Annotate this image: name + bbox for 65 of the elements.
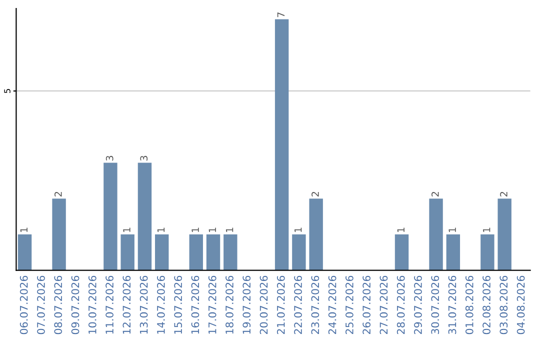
bar	[498, 198, 512, 270]
bar	[189, 234, 203, 270]
x-tick-label: 10.07.2026	[88, 276, 96, 334]
data-label: 1	[226, 228, 234, 232]
bar	[224, 234, 238, 270]
x-tick-label: 19.07.2026	[242, 276, 251, 334]
x-tick-label: 31.07.2026	[448, 276, 456, 334]
x-tick-label: 04.08.2026	[516, 276, 525, 334]
x-tick-label: 20.07.2026	[260, 276, 268, 334]
x-tick-label: 16.07.2026	[191, 276, 200, 334]
x-tick-label: 09.07.2026	[71, 276, 80, 334]
y-tick-label: 5	[4, 89, 10, 93]
bar	[18, 234, 32, 270]
bar	[138, 162, 152, 270]
x-tick-label: 07.07.2026	[37, 276, 45, 334]
x-tick-label: 30.07.2026	[431, 276, 440, 334]
bar	[309, 198, 323, 270]
x-tick-label: 01.08.2026	[465, 276, 474, 334]
x-tick-label: 12.07.2026	[122, 276, 131, 334]
bar	[394, 234, 409, 270]
x-tick-label: 24.07.2026	[328, 276, 336, 334]
bar	[155, 234, 169, 270]
data-label: 2	[500, 192, 508, 196]
data-label: 2	[432, 192, 439, 196]
data-label: 1	[208, 228, 216, 232]
bar	[480, 234, 494, 270]
x-tick-label: 22.07.2026	[294, 276, 302, 334]
x-tick-label: 11.07.2026	[106, 276, 114, 334]
x-tick-label: 28.07.2026	[396, 276, 405, 334]
bar	[429, 198, 443, 270]
bar	[104, 162, 118, 270]
data-label: 2	[312, 192, 319, 196]
x-tick-label: 21.07.2026	[276, 276, 285, 334]
data-label: 1	[448, 228, 456, 232]
x-tick-label: 25.07.2026	[345, 276, 354, 334]
bar	[120, 234, 134, 270]
x-tick-label: 23.07.2026	[311, 276, 320, 334]
x-tick-label: 26.07.2026	[362, 276, 371, 334]
bar	[52, 198, 66, 270]
x-tick-label: 13.07.2026	[140, 276, 148, 334]
x-tick-label: 29.07.2026	[414, 276, 422, 334]
bar	[274, 19, 289, 270]
x-tick-label: 06.07.2026	[20, 276, 28, 334]
bar	[446, 234, 460, 270]
data-label: 2	[54, 192, 62, 196]
x-tick-label: 27.07.2026	[380, 276, 388, 334]
x-tick-label: 17.07.2026	[208, 276, 216, 334]
x-tick-label: 03.08.2026	[500, 276, 508, 334]
x-tick-label: 08.07.2026	[54, 276, 62, 334]
data-label: 1	[157, 228, 165, 232]
data-label: 1	[294, 228, 302, 232]
x-tick-label: 14.07.2026	[157, 276, 165, 334]
bar	[206, 234, 220, 270]
data-label: 3	[140, 156, 148, 161]
data-label: 1	[123, 228, 130, 232]
data-label: 3	[106, 156, 114, 161]
bar	[292, 234, 306, 270]
data-label: 7	[277, 12, 284, 18]
x-tick-label: 02.08.2026	[482, 276, 490, 334]
data-label: 1	[397, 228, 404, 232]
data-label: 1	[483, 228, 490, 232]
data-label: 1	[192, 228, 199, 232]
data-label: 1	[20, 228, 28, 232]
x-tick-label: 18.07.2026	[226, 276, 234, 334]
x-tick-label: 15.07.2026	[174, 276, 182, 334]
